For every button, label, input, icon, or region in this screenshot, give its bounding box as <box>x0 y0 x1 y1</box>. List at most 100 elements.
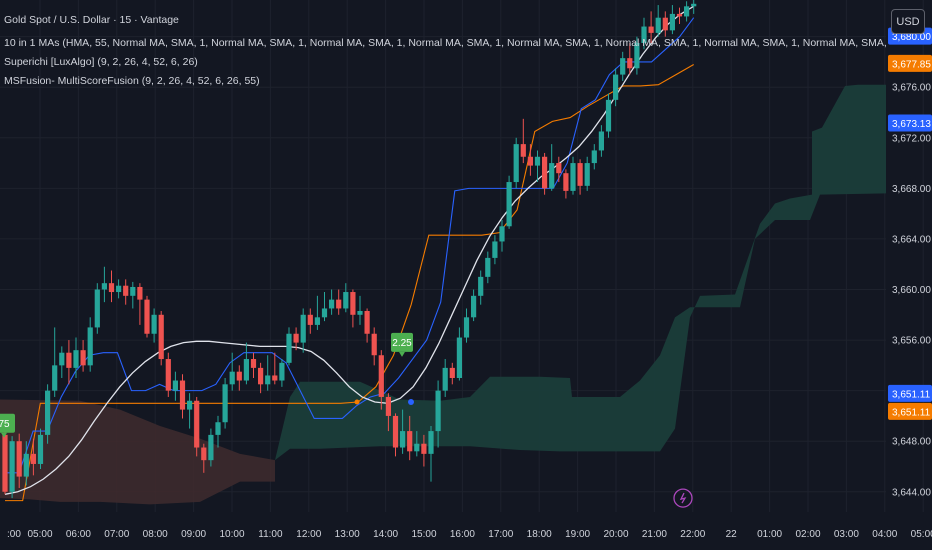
candle-body <box>613 74 619 100</box>
candle-body <box>80 350 86 366</box>
x-tick-label: 09:00 <box>181 529 206 540</box>
x-tick-label: 12:00 <box>296 529 321 540</box>
signal-dot <box>408 399 414 406</box>
candle-body <box>329 299 335 309</box>
candle-body <box>116 285 122 293</box>
candle-body <box>684 6 690 17</box>
x-tick-label: 20:00 <box>603 529 628 540</box>
candle-body <box>421 443 427 454</box>
hma-line <box>4 5 695 495</box>
candle-body <box>463 317 470 338</box>
candle-body <box>158 314 164 360</box>
lightning-icon <box>679 492 687 504</box>
candle-body <box>307 314 313 325</box>
candle-body <box>634 42 640 69</box>
candle-body <box>478 276 484 296</box>
candle-body <box>258 367 264 385</box>
candle-body <box>598 131 604 151</box>
price-tag-label: 3,673.13 <box>892 119 931 130</box>
candle-body <box>520 144 526 157</box>
candle-body <box>279 362 285 381</box>
symbol-title[interactable]: Gold Spot / U.S. Dollar · 15 · Vantage <box>4 14 179 26</box>
x-tick-label: 18:00 <box>527 529 552 540</box>
candle-body <box>243 359 249 381</box>
price-tag-label: 3,651.11 <box>892 407 931 418</box>
y-tick-label: 3,672.00 <box>892 133 931 144</box>
candle-body <box>87 327 93 366</box>
candle-body <box>151 314 157 334</box>
cloud-bear <box>0 399 275 505</box>
candle-body <box>364 310 370 334</box>
tenkan-line <box>5 63 694 502</box>
candle-body <box>179 380 186 410</box>
candle-body <box>620 58 626 75</box>
chart-annotations: 752.25 <box>0 332 693 508</box>
candle-body <box>371 333 377 356</box>
y-tick-label: 3,644.00 <box>892 487 931 498</box>
x-tick-label: :00 <box>7 529 21 540</box>
candle-body <box>542 156 548 189</box>
candle-body <box>45 390 51 435</box>
signal-label-left-pointer <box>1 432 7 438</box>
candle-body <box>584 163 590 186</box>
candle-body <box>52 365 58 391</box>
ichimoku-cloud <box>0 84 886 505</box>
price-tag-label: 3,651.11 <box>892 389 931 400</box>
candle-body <box>577 163 583 186</box>
indicator-legend-ma[interactable]: 10 in 1 MAs (HMA, 55, Normal MA, SMA, 1,… <box>4 37 888 49</box>
indicator-legend-superichi[interactable]: Superichi [LuxAlgo] (9, 2, 26, 4, 52, 6,… <box>4 56 198 68</box>
candle-body <box>655 17 661 33</box>
price-tag-label: 3,677.85 <box>892 59 931 70</box>
candle-body <box>59 352 65 366</box>
signal-label: 2.25 <box>392 338 412 349</box>
candle-body <box>194 400 200 448</box>
time-axis[interactable]: :00 05:00 06:00 07:00 08:00 09:00 10:00 11:00 12… <box>7 529 932 540</box>
candle-body <box>250 359 257 368</box>
candle-body <box>336 299 342 309</box>
candle-body <box>208 434 214 461</box>
candle-body <box>165 359 171 391</box>
signal-label-pointer <box>399 351 405 357</box>
candle-body <box>499 226 505 242</box>
candle-body <box>144 299 150 334</box>
candle-body <box>314 317 320 325</box>
price-tag <box>888 384 932 402</box>
candle-body <box>300 314 306 343</box>
indicator-legend-msfusion[interactable]: MSFusion- MultiScoreFusion (9, 2, 26, 4,… <box>4 75 260 87</box>
y-tick-label: 3,668.00 <box>892 184 931 195</box>
candle-body <box>556 163 562 174</box>
candle-body <box>400 431 406 448</box>
candle-body <box>265 375 271 385</box>
candle-body <box>94 289 100 328</box>
candle-body <box>272 375 278 381</box>
candle-body <box>435 390 441 432</box>
candle-body <box>101 283 107 290</box>
currency-button[interactable]: USD <box>891 9 925 34</box>
x-tick-label: 01:00 <box>757 529 782 540</box>
y-tick-label: 3,648.00 <box>892 437 931 448</box>
y-tick-label: 3,660.00 <box>892 285 931 296</box>
candle-body <box>570 163 576 191</box>
price-axis[interactable]: 3,644.003,648.003,652.003,656.003,660.00… <box>892 32 931 498</box>
event-icon <box>673 488 693 508</box>
y-tick-label: 3,664.00 <box>892 234 931 245</box>
candle-body <box>357 310 363 315</box>
x-tick-label: 14:00 <box>373 529 398 540</box>
candle-body <box>37 434 44 464</box>
candle-body <box>350 292 356 315</box>
candle-body <box>641 26 647 43</box>
candle-body <box>30 453 36 464</box>
candle-body <box>442 367 448 391</box>
candle-body <box>23 453 29 477</box>
x-tick-label: 22:00 <box>680 529 705 540</box>
candle-body <box>691 3 697 7</box>
indicator-lines <box>4 5 695 502</box>
candle-body <box>428 431 434 454</box>
candle-body <box>471 295 477 318</box>
candle-body <box>236 371 242 381</box>
x-tick-label: 16:00 <box>450 529 475 540</box>
price-tag-label: 3,680.00 <box>892 32 931 43</box>
y-tick-label: 3,676.00 <box>892 83 931 94</box>
candle-body <box>108 283 115 293</box>
